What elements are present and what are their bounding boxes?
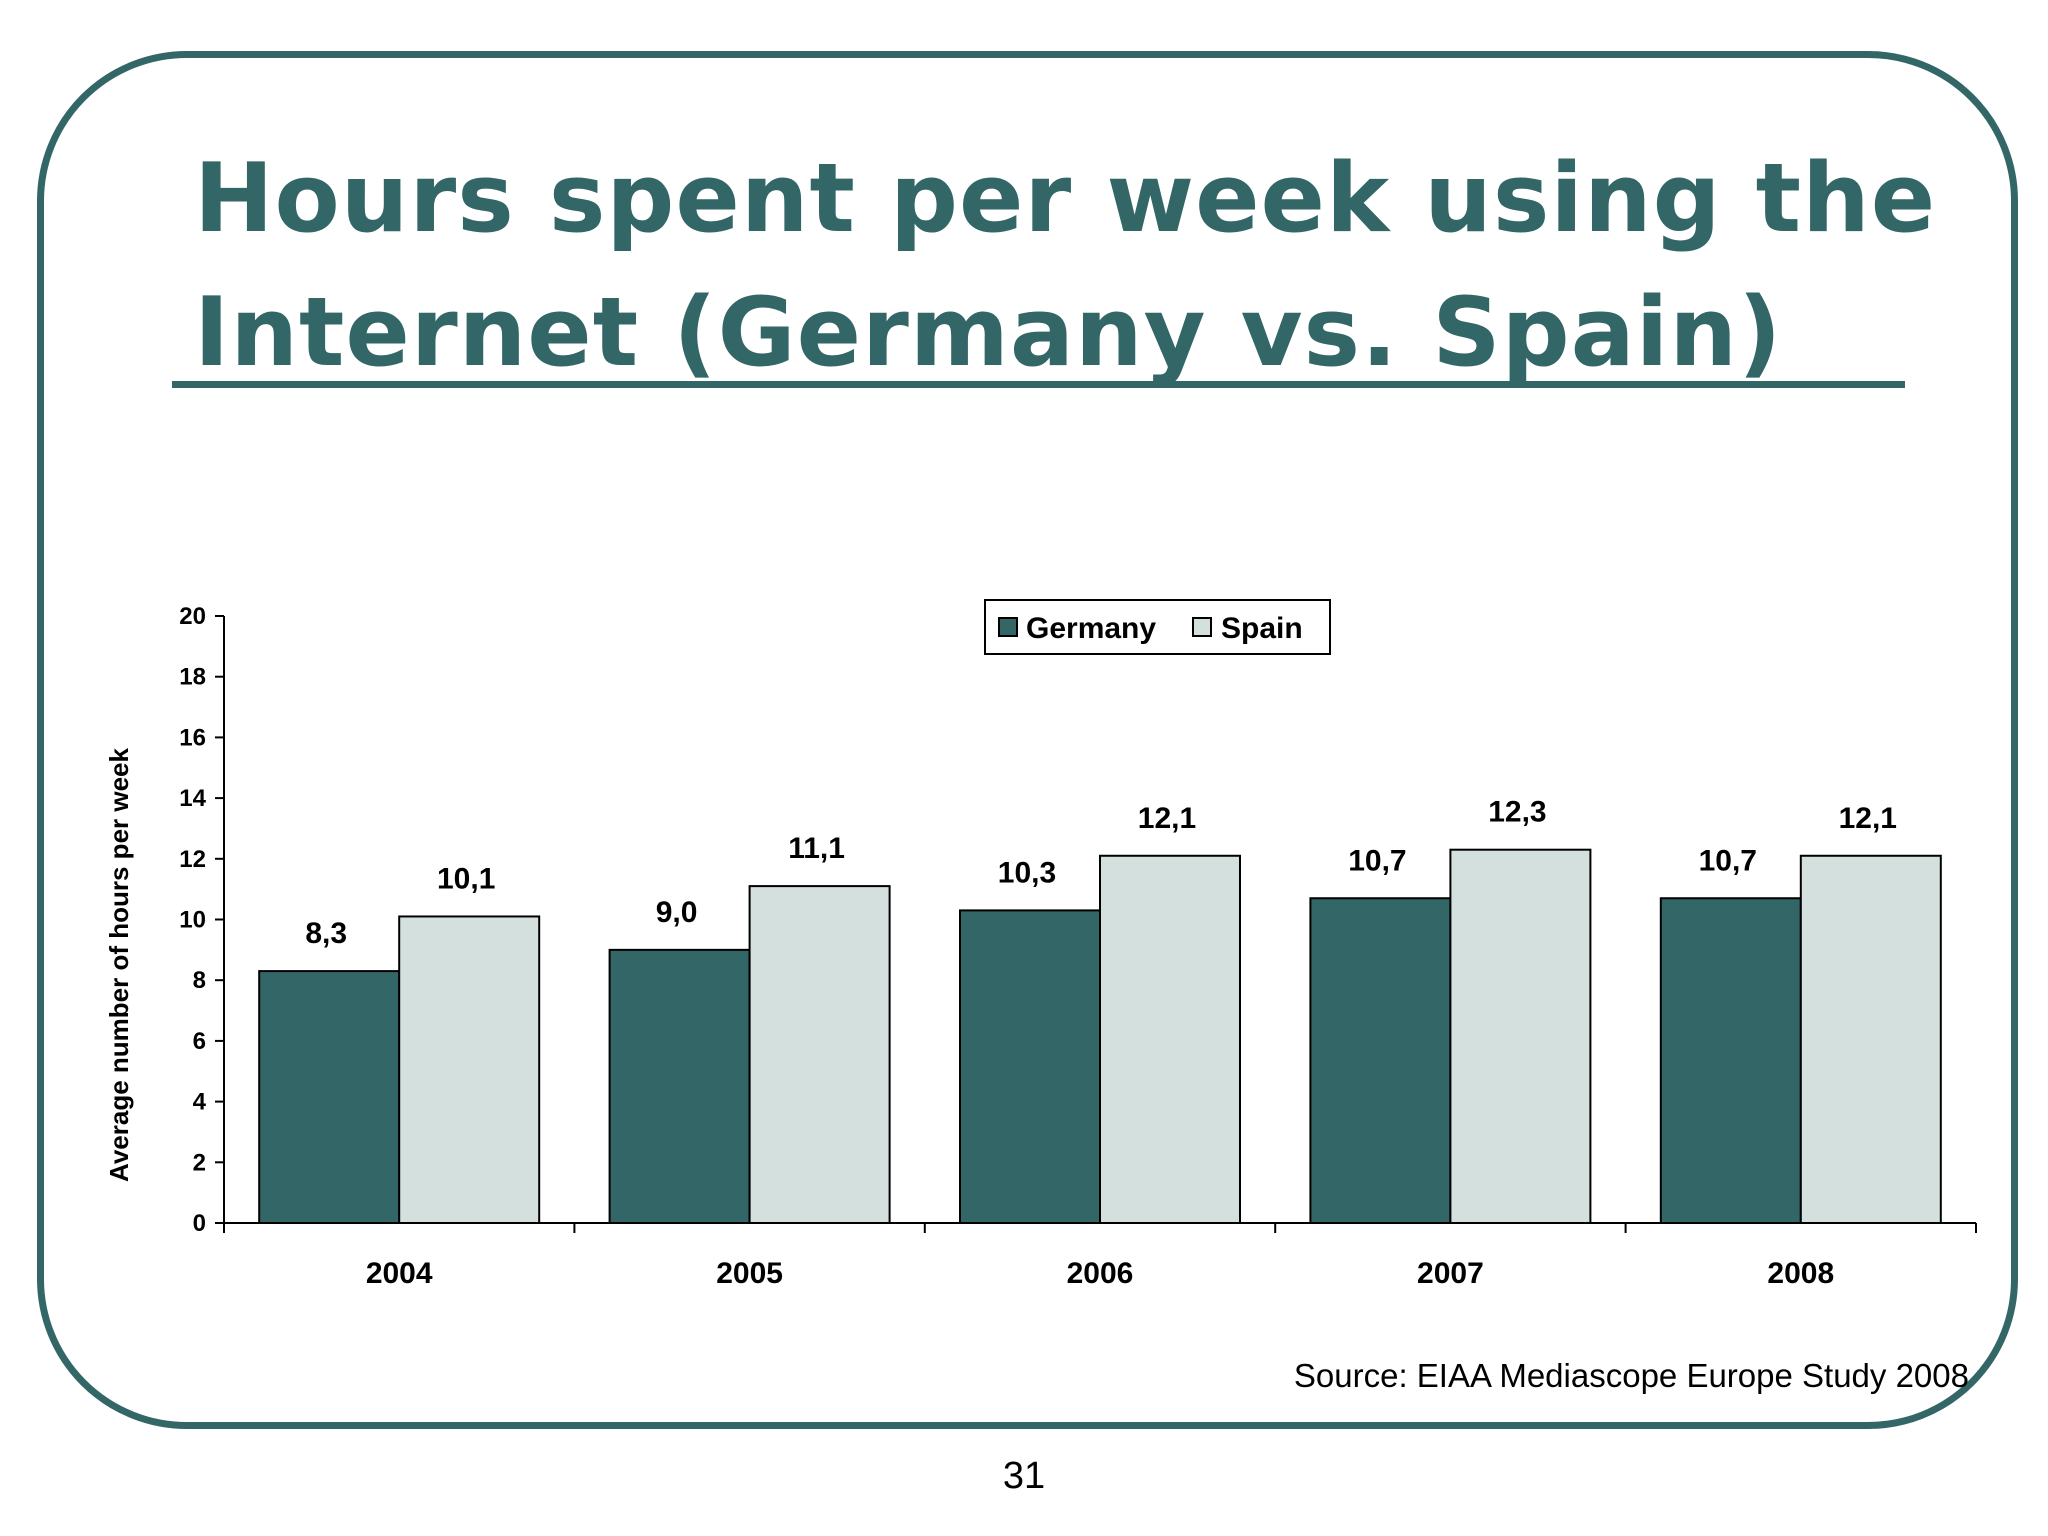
- x-axis: 2004 2005 2006 2007 2008: [223, 1222, 1977, 1290]
- value-label: 9,0: [656, 896, 698, 929]
- bar-spain-2006: [1099, 854, 1241, 1224]
- bar-germany-2008: [1659, 897, 1802, 1224]
- value-label: 10,1: [437, 862, 495, 895]
- legend-label-spain: Spain: [1221, 612, 1303, 645]
- y-tick-label: 4: [193, 1089, 207, 1116]
- y-tick-label: 20: [179, 603, 206, 630]
- slide-frame: [37, 51, 2018, 1429]
- x-tick-label: 2004: [366, 1257, 433, 1290]
- value-label: 11,1: [788, 832, 845, 865]
- x-tick-label: 2008: [1767, 1257, 1834, 1290]
- bar-spain-2005: [748, 885, 891, 1224]
- value-label: 12,3: [1488, 796, 1546, 829]
- bars: [258, 848, 1942, 1225]
- slide-title: Hours spent per week using the Internet …: [194, 144, 1937, 388]
- value-label: 10,7: [1699, 844, 1757, 877]
- legend-label-germany: Germany: [1026, 612, 1156, 645]
- bar-germany-2006: [959, 909, 1101, 1225]
- value-label: 10,3: [998, 856, 1056, 889]
- y-tick-label: 12: [179, 846, 206, 873]
- page-number: 31: [1002, 1455, 1046, 1497]
- legend-swatch-spain: [1192, 617, 1212, 637]
- y-axis-title: Average number of hours per week: [104, 747, 134, 1181]
- value-label: 12,1: [1138, 802, 1196, 835]
- y-tick-label: 14: [179, 785, 206, 812]
- legend: Germany Spain: [984, 599, 1331, 655]
- y-tick-label: 16: [179, 724, 206, 751]
- bar-germany-2005: [608, 948, 751, 1224]
- title-rule: [172, 381, 1905, 388]
- y-tick-label: 0: [193, 1210, 206, 1237]
- value-labels: 8,3 10,1 9,0 11,1 10,3 12,1 10,7 12,3 10,7 12,1: [305, 796, 1897, 950]
- bar-spain-2004: [398, 915, 541, 1225]
- bar-germany-2007: [1309, 897, 1452, 1224]
- bar-germany-2004: [258, 970, 401, 1224]
- y-tick-label: 10: [179, 907, 206, 934]
- y-tick-label: 6: [193, 1028, 206, 1055]
- value-label: 12,1: [1839, 802, 1897, 835]
- legend-box: [984, 599, 1331, 655]
- source-note: Source: EIAA Mediascope Europe Study 200…: [1293, 1357, 1969, 1394]
- x-tick-label: 2005: [716, 1257, 783, 1290]
- y-tick-label: 8: [193, 967, 206, 994]
- y-tick-label: 2: [193, 1149, 206, 1176]
- y-tick-label: 18: [179, 664, 206, 691]
- bar-spain-2008: [1799, 854, 1942, 1224]
- value-label: 10,7: [1348, 844, 1406, 877]
- value-label: 8,3: [305, 917, 347, 950]
- y-axis: 0 2 4 6 8 10 12 14 16 18 20: [179, 603, 225, 1237]
- bar-spain-2007: [1449, 848, 1592, 1224]
- legend-swatch-germany: [998, 617, 1018, 637]
- x-tick-label: 2006: [1067, 1257, 1134, 1290]
- x-tick-label: 2007: [1417, 1257, 1484, 1290]
